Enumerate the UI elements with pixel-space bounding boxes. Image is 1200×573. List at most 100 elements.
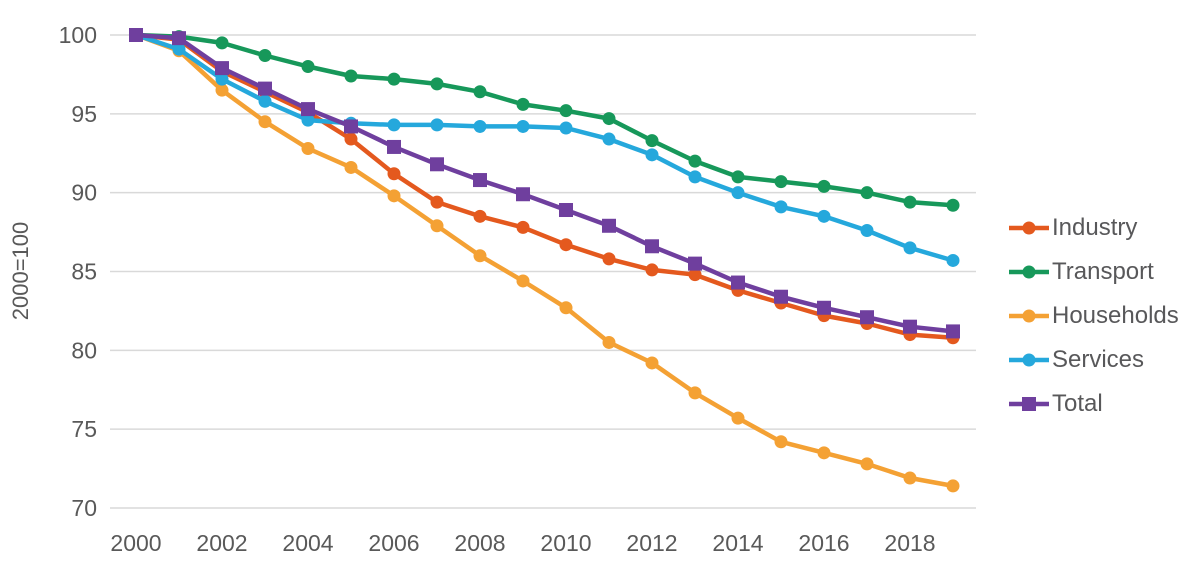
services-data-point-marker (688, 170, 702, 184)
total-data-point-marker (817, 300, 831, 315)
total-data-point-marker (430, 157, 444, 172)
industry-data-point-marker (430, 195, 444, 209)
x-axis-tick-label: 2010 (540, 530, 591, 556)
households-series-line (133, 32, 956, 489)
services-data-point-marker (258, 94, 272, 108)
x-axis-tick-label: 2000 (110, 530, 161, 556)
households-data-point-marker (473, 249, 487, 263)
households-data-point-marker (645, 356, 659, 370)
services-data-point-marker (860, 224, 874, 238)
total-data-point-marker (387, 139, 401, 154)
industry-series-marker-icon (1009, 221, 1049, 235)
services-data-point-marker (387, 118, 401, 132)
transport-data-point-marker (688, 154, 702, 168)
industry-data-point-marker (344, 132, 358, 146)
services-data-point-marker (817, 209, 831, 223)
transport-data-point-marker (946, 198, 960, 212)
services-data-point-marker (731, 186, 745, 200)
services-data-point-marker (559, 121, 573, 135)
legend-label-services: Services (1052, 346, 1145, 373)
transport-data-point-marker (731, 170, 745, 184)
y-axis-tick-label: 95 (71, 101, 97, 127)
industry-data-point-marker (688, 268, 702, 282)
transport-data-point-marker (903, 195, 917, 209)
legend-label-transport: Transport (1052, 258, 1154, 285)
industry-data-point-marker (559, 238, 573, 252)
services-data-point-marker (430, 118, 444, 132)
total-data-point-marker (516, 187, 530, 202)
services-data-point-marker (215, 72, 229, 86)
total-data-point-marker (559, 203, 573, 218)
x-axis-tick-label: 2002 (196, 530, 247, 556)
transport-data-point-marker (516, 97, 530, 111)
households-data-point-marker (559, 301, 573, 315)
total-data-point-marker (645, 239, 659, 254)
x-axis-tick-label: 2006 (368, 530, 419, 556)
y-axis-tick-label: 100 (59, 22, 97, 48)
legend-item-transport[interactable]: Transport (1008, 250, 1179, 294)
transport-data-point-marker (258, 48, 272, 62)
households-data-point-marker (774, 435, 788, 449)
services-series-marker-icon (1009, 353, 1049, 367)
transport-data-point-marker (301, 60, 315, 74)
legend-item-total[interactable]: Total (1008, 382, 1179, 426)
x-axis-tick-label: 2018 (884, 530, 935, 556)
transport-data-point-marker (559, 104, 573, 118)
total-data-point-marker (602, 218, 616, 233)
transport-data-point-marker (473, 85, 487, 99)
households-data-point-marker (688, 386, 702, 400)
y-axis-tick-label: 70 (71, 495, 97, 521)
transport-data-point-marker (817, 179, 831, 193)
industry-data-point-marker (645, 263, 659, 277)
industry-data-point-marker (516, 220, 530, 234)
services-data-point-marker (301, 113, 315, 127)
transport-data-point-marker (430, 77, 444, 91)
transport-data-point-marker (602, 112, 616, 126)
total-data-point-marker (215, 61, 229, 76)
transport-series-marker-icon (1009, 265, 1049, 279)
households-series-marker-icon (1009, 309, 1049, 323)
households-data-point-marker (344, 160, 358, 174)
total-data-point-marker (774, 289, 788, 304)
households-data-point-marker (602, 335, 616, 349)
transport-data-point-marker (387, 72, 401, 86)
y-axis-tick-label: 75 (71, 416, 97, 442)
households-data-point-marker (731, 411, 745, 425)
services-data-point-marker (602, 132, 616, 146)
legend-item-households[interactable]: Households (1008, 294, 1179, 338)
households-data-point-marker (860, 457, 874, 471)
y-axis-tick-label: 90 (71, 180, 97, 206)
services-data-point-marker (774, 200, 788, 214)
legend-item-services[interactable]: Services (1008, 338, 1179, 382)
services-data-point-marker (473, 119, 487, 133)
transport-data-point-marker (344, 69, 358, 83)
y-axis-title: 2000=100 (8, 222, 33, 321)
households-data-point-marker (946, 479, 960, 493)
chart-legend: Industry Transport Households Services T… (1008, 206, 1179, 426)
services-series-line (133, 32, 956, 263)
total-data-point-marker (344, 119, 358, 134)
transport-data-point-marker (645, 134, 659, 148)
total-data-point-marker (129, 28, 143, 42)
legend-item-industry[interactable]: Industry (1008, 206, 1179, 250)
x-axis-tick-label: 2004 (282, 530, 333, 556)
total-data-point-marker (473, 173, 487, 188)
total-series-line (133, 32, 956, 334)
x-axis-tick-label: 2012 (626, 530, 677, 556)
legend-label-total: Total (1052, 390, 1103, 417)
households-data-point-marker (215, 83, 229, 97)
transport-series-line (133, 32, 956, 208)
transport-data-point-marker (774, 175, 788, 189)
total-data-point-marker (301, 102, 315, 117)
services-data-point-marker (172, 42, 186, 56)
total-series-marker-icon (1009, 397, 1049, 411)
x-axis-tick-label: 2016 (798, 530, 849, 556)
y-axis-tick-label: 85 (71, 259, 97, 285)
households-data-point-marker (430, 219, 444, 233)
industry-data-point-marker (387, 167, 401, 181)
industry-series-line (133, 32, 956, 340)
total-data-point-marker (731, 275, 745, 290)
households-data-point-marker (516, 274, 530, 288)
total-data-point-marker (860, 310, 874, 325)
